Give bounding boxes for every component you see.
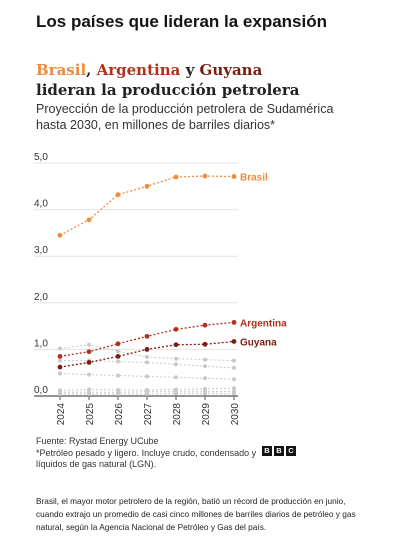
data-point-other [58,346,62,351]
x-tick-label: 2025 [85,403,96,426]
data-point-guyana [202,341,208,347]
title-separator: , [86,61,97,79]
article-caption: Brasil, el mayor motor petrolero de la r… [36,496,356,532]
data-point-other [116,373,120,378]
source-text: Fuente: Rystad Energy UCube [36,436,159,446]
chart-card: Brasil, Argentina y Guyana lideran la pro… [24,48,380,480]
data-point-other [232,377,236,382]
x-tick-label: 2028 [172,403,183,426]
x-tick-label: 2029 [201,403,212,426]
data-point-argentina [202,322,208,328]
y-tick-label: 1,0 [34,338,48,349]
data-point-brasil [115,192,121,198]
data-point-argentina [86,349,92,355]
data-point-other [203,357,207,362]
data-point-other [174,356,178,361]
data-point-other [232,366,236,371]
footnote-text: *Petróleo pesado y ligero. Incluye crudo… [36,447,257,470]
data-point-brasil [57,232,63,238]
data-point-brasil [173,174,179,180]
data-point-other [174,391,178,396]
chart-title: Brasil, Argentina y Guyana lideran la pro… [36,60,376,100]
data-point-other [174,362,178,367]
title-argentina: Argentina [96,61,181,79]
data-point-other [203,387,207,392]
y-tick-label: 3,0 [34,245,48,256]
data-point-other [87,392,91,397]
series-label-brasil: Brasil [240,173,268,184]
data-point-other [116,359,120,364]
data-point-guyana [173,342,179,348]
data-point-other [145,392,149,397]
data-point-other [232,386,236,391]
data-point-other [87,342,91,347]
x-tick-label: 2024 [56,403,67,426]
data-point-other [203,391,207,396]
line-chart: 0,0 1,0 2,0 3,0 4,0 5,0 2024 2025 2026 2027 2028 20… [34,152,287,426]
logo-letter: C [286,446,296,456]
data-point-other [58,392,62,397]
x-tick-label: 2027 [143,403,154,426]
data-point-other [87,387,91,392]
data-point-other [145,374,149,379]
data-point-argentina [173,326,179,332]
series-label-argentina: Argentina [240,318,287,329]
chart-subtitle: Proyección de la producción petrolera de… [36,102,334,132]
data-point-argentina [144,333,150,339]
x-tick-label: 2030 [230,403,241,426]
data-point-brasil [144,183,150,189]
logo-letter: B [262,446,272,456]
data-point-guyana [231,339,237,344]
title-brasil: Brasil [36,61,87,79]
data-point-other [145,360,149,365]
data-point-other [203,364,207,369]
source-note: Fuente: Rystad Energy UCube *Petróleo pe… [36,436,276,471]
data-point-other [58,358,62,363]
data-point-other [58,371,62,376]
title-rest: lideran la producción petrolera [36,81,300,99]
title-separator: y [180,61,200,79]
data-point-guyana [144,347,150,352]
data-point-argentina [57,353,63,359]
data-point-guyana [57,364,63,370]
data-point-argentina [115,341,121,347]
data-point-brasil [86,217,92,223]
series-label-guyana: Guyana [240,337,277,348]
y-tick-label: 2,0 [34,292,48,303]
y-tick-label: 5,0 [34,152,48,163]
logo-letter: B [274,446,284,456]
bbc-logo: B B C [262,446,296,456]
data-point-other [145,354,149,359]
x-tick-label: 2026 [114,403,125,426]
data-point-guyana [115,353,121,359]
data-point-other [232,391,236,396]
headline: Los países que lideran la expansión [36,12,327,31]
y-tick-label: 0,0 [34,385,48,396]
data-point-other [203,376,207,381]
y-tick-label: 4,0 [34,199,48,210]
data-point-other [87,372,91,377]
data-point-argentina [231,319,237,325]
data-point-other [116,349,120,354]
data-point-other [116,392,120,397]
title-guyana: Guyana [199,61,263,79]
data-point-brasil [231,174,237,179]
data-point-other [174,375,178,380]
data-point-other [232,358,236,363]
data-point-brasil [202,173,208,179]
data-point-guyana [86,360,92,365]
